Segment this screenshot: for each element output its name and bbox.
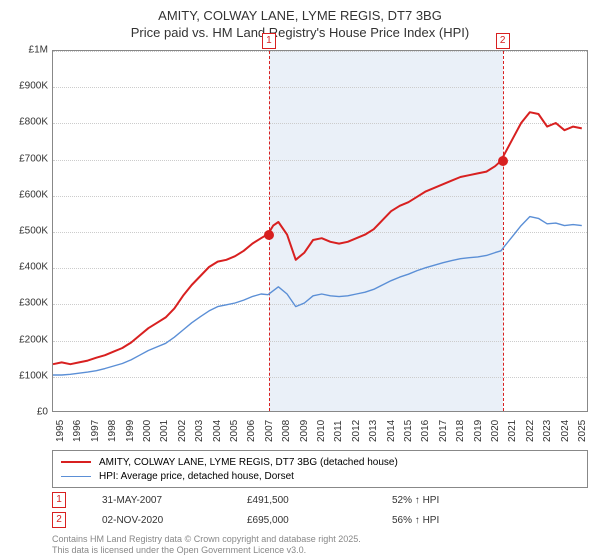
xtick-label: 1997	[90, 420, 101, 442]
event-delta: 56% ↑ HPI	[392, 515, 552, 526]
ytick-label: £500K	[19, 226, 48, 237]
xtick-label: 2024	[560, 420, 571, 442]
ytick-label: £100K	[19, 370, 48, 381]
xtick-label: 2017	[438, 420, 449, 442]
event-marker: 2	[496, 33, 510, 49]
xtick-label: 2019	[473, 420, 484, 442]
xtick-label: 2003	[194, 420, 205, 442]
xtick-label: 2010	[316, 420, 327, 442]
xtick-label: 2005	[229, 420, 240, 442]
xtick-label: 1995	[55, 420, 66, 442]
ytick-label: £200K	[19, 334, 48, 345]
sale-marker	[498, 156, 508, 166]
xtick-label: 2002	[177, 420, 188, 442]
event-marker: 2	[52, 512, 66, 528]
event-delta: 52% ↑ HPI	[392, 495, 552, 506]
plot-area: 12	[52, 50, 588, 412]
event-price: £491,500	[247, 495, 392, 506]
ytick-label: £800K	[19, 117, 48, 128]
legend-label: AMITY, COLWAY LANE, LYME REGIS, DT7 3BG …	[99, 457, 398, 468]
xtick-label: 2016	[420, 420, 431, 442]
xtick-label: 2007	[264, 420, 275, 442]
xtick-label: 1999	[125, 420, 136, 442]
series-hpi	[53, 217, 582, 375]
ytick-label: £900K	[19, 81, 48, 92]
event-marker: 1	[52, 492, 66, 508]
xtick-label: 2025	[577, 420, 588, 442]
xtick-label: 2014	[386, 420, 397, 442]
legend-label: HPI: Average price, detached house, Dors…	[99, 471, 294, 482]
events-table: 1 31-MAY-2007£491,50052% ↑ HPI 2 02-NOV-202…	[52, 490, 588, 530]
event-date: 31-MAY-2007	[102, 495, 247, 506]
event-marker: 1	[262, 33, 276, 49]
xtick-label: 1998	[107, 420, 118, 442]
xtick-label: 2015	[403, 420, 414, 442]
event-price: £695,000	[247, 515, 392, 526]
event-row: 1 31-MAY-2007£491,50052% ↑ HPI	[52, 490, 588, 510]
legend-swatch	[61, 476, 91, 477]
ytick-label: £0	[37, 407, 48, 418]
ytick-label: £1M	[29, 45, 48, 56]
xtick-label: 2004	[212, 420, 223, 442]
line-canvas	[53, 51, 587, 411]
ytick-label: £400K	[19, 262, 48, 273]
xtick-label: 2008	[281, 420, 292, 442]
xtick-label: 2013	[368, 420, 379, 442]
title-line-1: AMITY, COLWAY LANE, LYME REGIS, DT7 3BG	[0, 8, 600, 25]
event-row: 2 02-NOV-2020£695,00056% ↑ HPI	[52, 510, 588, 530]
legend: AMITY, COLWAY LANE, LYME REGIS, DT7 3BG …	[52, 450, 588, 488]
xtick-label: 2021	[507, 420, 518, 442]
copyright: Contains HM Land Registry data © Crown c…	[52, 534, 361, 556]
xtick-label: 2012	[351, 420, 362, 442]
title-line-2: Price paid vs. HM Land Registry's House …	[0, 25, 600, 42]
event-date: 02-NOV-2020	[102, 515, 247, 526]
xtick-label: 2000	[142, 420, 153, 442]
xtick-label: 2001	[159, 420, 170, 442]
price-chart: AMITY, COLWAY LANE, LYME REGIS, DT7 3BG …	[0, 0, 600, 560]
series-property	[53, 112, 582, 364]
ytick-label: £600K	[19, 189, 48, 200]
xtick-label: 2009	[299, 420, 310, 442]
xtick-label: 1996	[72, 420, 83, 442]
copyright-line-2: This data is licensed under the Open Gov…	[52, 545, 361, 556]
legend-row: HPI: Average price, detached house, Dors…	[61, 469, 579, 483]
xtick-label: 2018	[455, 420, 466, 442]
ytick-label: £300K	[19, 298, 48, 309]
xtick-label: 2023	[542, 420, 553, 442]
legend-row: AMITY, COLWAY LANE, LYME REGIS, DT7 3BG …	[61, 455, 579, 469]
xtick-label: 2006	[246, 420, 257, 442]
sale-marker	[264, 230, 274, 240]
xtick-label: 2020	[490, 420, 501, 442]
legend-swatch	[61, 461, 91, 463]
ytick-label: £700K	[19, 153, 48, 164]
chart-title: AMITY, COLWAY LANE, LYME REGIS, DT7 3BG …	[0, 0, 600, 42]
copyright-line-1: Contains HM Land Registry data © Crown c…	[52, 534, 361, 545]
xtick-label: 2011	[333, 420, 344, 442]
xtick-label: 2022	[525, 420, 536, 442]
